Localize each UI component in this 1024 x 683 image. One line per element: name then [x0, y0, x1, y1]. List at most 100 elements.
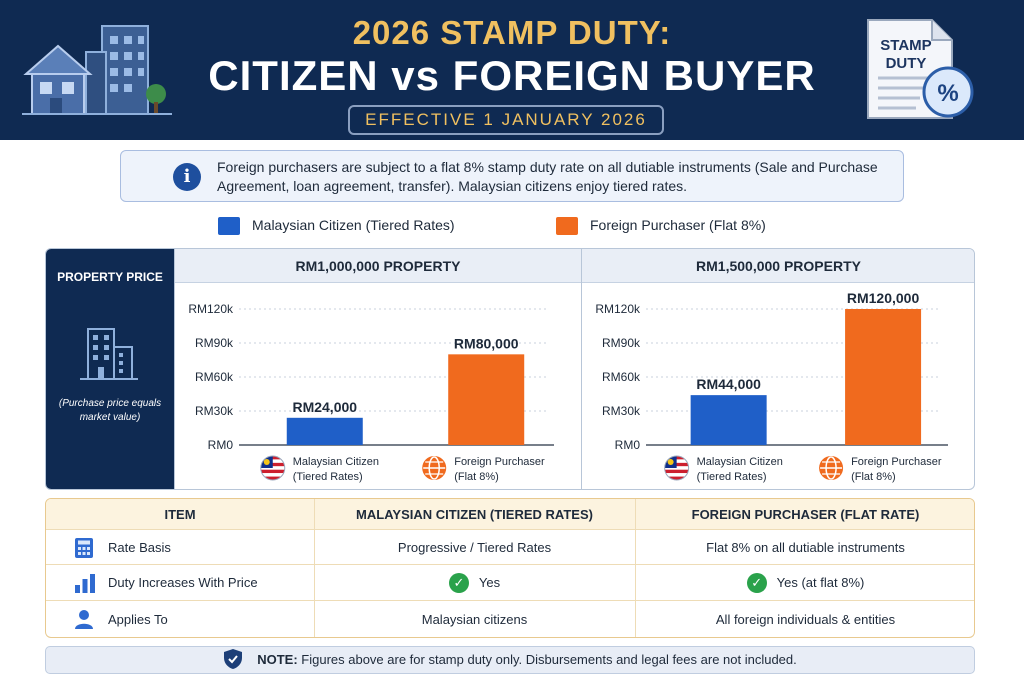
property-price-title: PROPERTY PRICE — [57, 270, 163, 284]
y-tick-label: RM120k — [595, 302, 641, 316]
y-tick-label: RM120k — [188, 302, 234, 316]
flag-crescent — [667, 459, 674, 465]
table-header-citizen: MALAYSIAN CITIZEN (TIERED RATES) — [356, 506, 593, 522]
title-line-2: CITIZEN vs FOREIGN BUYER — [208, 52, 816, 99]
table-cell-citizen: Malaysian citizens — [421, 612, 528, 627]
row-item-label: Applies To — [108, 612, 168, 627]
table-cell-foreign: ✓ Yes (at flat 8%) — [635, 565, 974, 600]
flag-stripe — [260, 473, 285, 477]
user-icon — [75, 610, 93, 629]
charts-panel: PROPERTY PRICE (Purchase price equals ma… — [45, 248, 975, 490]
legend-label-citizen: Malaysian Citizen (Tiered Rates) — [252, 217, 455, 233]
y-tick-label: RM60k — [602, 370, 641, 384]
table-header-row: ITEM MALAYSIAN CITIZEN (TIERED RATES) FO… — [46, 499, 974, 530]
property-price-note: (Purchase price equals market value) — [58, 398, 162, 423]
table-cell-item: Duty Increases With Price — [46, 565, 314, 600]
foreign-yes-text: Yes (at flat 8%) — [776, 575, 865, 590]
buildings-illustration — [22, 25, 172, 115]
shield-icon — [224, 649, 243, 670]
row-item-label: Duty Increases With Price — [108, 575, 258, 590]
table-cell-foreign: All foreign individuals & entities — [715, 612, 896, 627]
y-tick-label: RM30k — [602, 404, 641, 418]
x-category-label: Foreign Purchaser — [454, 456, 545, 468]
table-row: Applies To Malaysian citizens All foreig… — [46, 601, 974, 637]
legend-citizen: Malaysian Citizen (Tiered Rates) — [218, 213, 455, 237]
flag-stripe — [260, 476, 285, 480]
legend-foreign: Foreign Purchaser (Flat 8%) — [556, 213, 766, 237]
chart-title: RM1,000,000 PROPERTY — [175, 249, 581, 283]
comparison-table: ITEM MALAYSIAN CITIZEN (TIERED RATES) FO… — [45, 498, 975, 638]
stamp-label-1: STAMP — [880, 37, 931, 54]
title-line-1: 2026 STAMP DUTY: — [352, 14, 672, 51]
bar-citizen — [286, 417, 363, 445]
data-label: RM24,000 — [292, 399, 357, 415]
citizen-yes-text: Yes — [478, 575, 501, 590]
table-header-item: ITEM — [164, 506, 196, 522]
flag-stripes — [260, 456, 285, 480]
flag-stripe — [664, 459, 689, 463]
flag-stripe — [260, 459, 285, 463]
calculator-icon — [75, 538, 93, 558]
malaysia-flag-icon — [260, 455, 286, 481]
flag-stripe — [664, 462, 689, 467]
chart-rm1-5m: RM1,500,000 PROPERTY RM0 RM30k RM60k RM90k R… — [581, 249, 974, 489]
x-category-label: (Flat 8%) — [851, 471, 896, 483]
bar-chart-icon — [75, 574, 95, 593]
x-category-label: Foreign Purchaser — [851, 456, 942, 468]
table-divider — [635, 499, 636, 637]
flag-stripe — [664, 469, 689, 474]
flag-border — [260, 455, 286, 481]
header-banner: 2026 STAMP DUTY: CITIZEN vs FOREIGN BUYE… — [0, 0, 1024, 140]
stamp-percent-glyph: % — [937, 80, 958, 107]
bar-chart-svg: RM0 RM30k RM60k RM90k RM120k RM24,000 Malaysia… — [188, 302, 554, 483]
table-cell-citizen: Progressive / Tiered Rates — [397, 539, 552, 555]
data-label: RM80,000 — [454, 335, 519, 351]
stamp-duty-document-icon: % STAMP DUTY — [867, 19, 974, 119]
x-category-label: (Flat 8%) — [454, 471, 499, 483]
flag-stripe — [664, 476, 689, 480]
flag-stripe — [260, 466, 285, 470]
table-row: Rate Basis Progressive / Tiered Rates Fl… — [46, 530, 974, 565]
data-label: RM44,000 — [696, 376, 761, 392]
x-category-label: (Tiered Rates) — [697, 471, 767, 483]
check-icon: ✓ — [746, 572, 767, 593]
bar-citizen — [690, 395, 767, 445]
building-icon — [80, 328, 138, 380]
note-label: NOTE: — [257, 652, 298, 667]
bar-foreign — [448, 354, 525, 445]
table-row: Duty Increases With Price ✓ Yes ✓ Yes (at … — [46, 565, 974, 601]
flag-stripe — [664, 456, 689, 460]
chart-title: RM1,500,000 PROPERTY — [582, 249, 974, 283]
y-tick-label: RM90k — [195, 336, 234, 350]
table-divider — [314, 499, 315, 637]
legend-label-foreign: Foreign Purchaser (Flat 8%) — [590, 217, 766, 233]
check-icon: ✓ — [448, 572, 469, 593]
table-cell-citizen: ✓ Yes — [314, 565, 635, 600]
table-header-foreign: FOREIGN PURCHASER (FLAT RATE) — [691, 506, 920, 522]
globe-icon — [819, 456, 844, 480]
table-cell-foreign: Flat 8% on all dutiable instruments — [706, 539, 905, 555]
table-cell-item: Rate Basis — [46, 530, 314, 564]
info-callout: i Foreign purchasers are subject to a fl… — [120, 150, 904, 202]
x-category-label: Malaysian Citizen — [293, 456, 379, 468]
data-label: RM120,000 — [847, 290, 920, 306]
info-icon: i — [173, 163, 201, 191]
row-item-label: Rate Basis — [108, 539, 171, 555]
note-text: Figures above are for stamp duty only. D… — [297, 652, 797, 667]
footnote-bar: NOTE: Figures above are for stamp duty o… — [45, 646, 975, 674]
flag-stripes — [664, 456, 689, 480]
x-category-label: (Tiered Rates) — [293, 471, 363, 483]
flag-stripe — [664, 466, 689, 470]
y-tick-label: RM30k — [195, 404, 234, 418]
malaysia-flag-icon — [664, 455, 690, 481]
bar-chart-svg: RM0 RM30k RM60k RM90k RM120k RM44,000 Malaysia… — [595, 290, 948, 483]
chart-rm1m: RM1,000,000 PROPERTY RM0 RM30k RM60k RM90k R… — [174, 249, 581, 489]
property-price-sidebar: PROPERTY PRICE (Purchase price equals ma… — [46, 249, 174, 489]
y-tick-label: RM60k — [195, 370, 234, 384]
legend-swatch-foreign — [556, 217, 578, 236]
bar-foreign — [845, 309, 922, 445]
stamp-label-2: DUTY — [886, 55, 927, 72]
flag-stripe — [260, 462, 285, 467]
flag-crescent — [263, 459, 270, 465]
info-text: Foreign purchasers are subject to a flat… — [217, 159, 878, 194]
